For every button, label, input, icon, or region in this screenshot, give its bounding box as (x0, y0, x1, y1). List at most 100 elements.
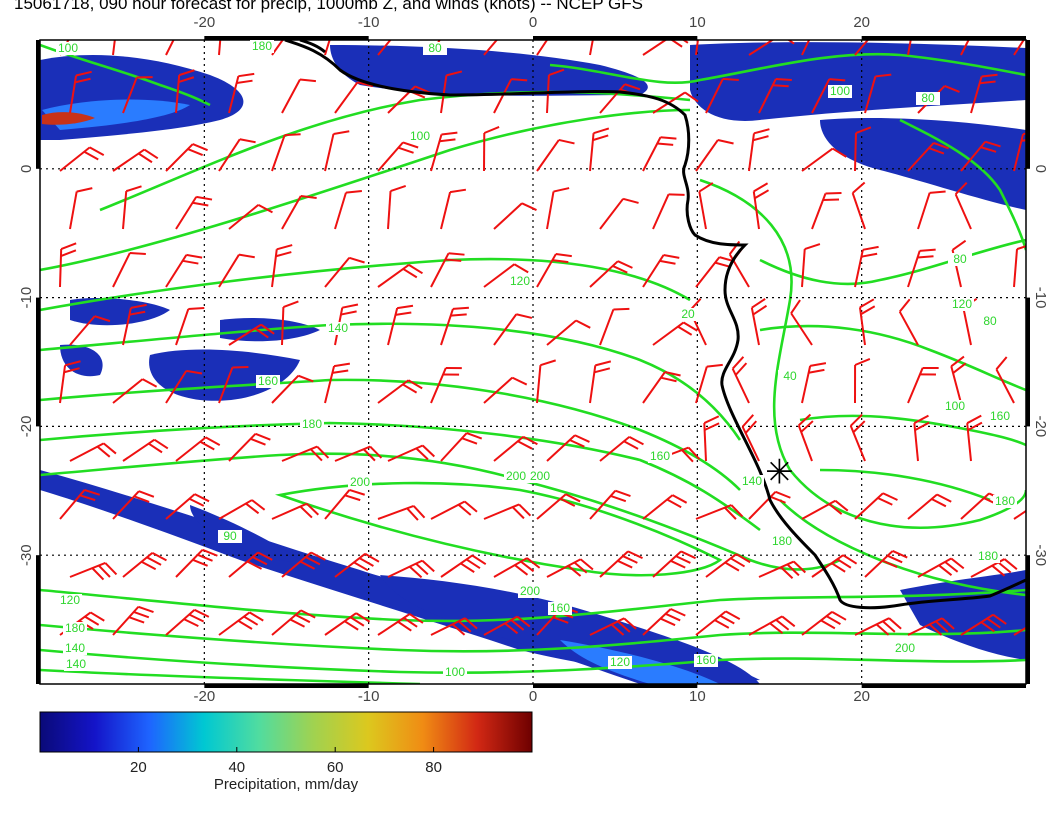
wind-barb (122, 185, 142, 230)
precip-band-south2 (380, 575, 760, 684)
wind-barb (430, 617, 478, 636)
contour-line (40, 43, 211, 107)
wind-barb (801, 499, 849, 520)
precip-patch-gulf (330, 45, 648, 96)
wind-barb (112, 378, 158, 404)
contour-line (799, 414, 1026, 447)
wind-barb (1013, 509, 1026, 520)
edge-bar-right (1026, 297, 1030, 427)
wind-barb (334, 81, 374, 114)
contour-label: 100 (58, 41, 78, 55)
contour-label: 100 (830, 84, 850, 98)
lon-tick-label-bottom: 0 (529, 688, 537, 705)
wind-barb (758, 77, 792, 114)
wind-barb (271, 609, 316, 636)
lat-tick-label-left: -10 (18, 287, 35, 309)
contour-label-bg (504, 470, 528, 483)
wind-barb (112, 605, 154, 636)
wind-barb (281, 194, 317, 230)
wind-barb (324, 130, 350, 172)
precipitation-field (40, 42, 1026, 684)
wind-barb (165, 369, 203, 404)
location-marker: ✳ (765, 452, 794, 492)
wind-barb (698, 182, 714, 230)
contour-label-bg (694, 654, 718, 667)
edge-bar-top (533, 36, 698, 40)
wind-barb (218, 611, 264, 636)
wind-barb (960, 140, 1001, 172)
contour-label-bg (63, 642, 87, 655)
lon-tick-label-bottom: 10 (689, 688, 706, 705)
contour-line (779, 499, 1026, 597)
wind-barb (748, 615, 796, 636)
wind-barb (430, 131, 458, 172)
wind-barb (851, 181, 866, 230)
wind-barb (483, 503, 532, 520)
contour-label-bg (648, 450, 672, 463)
wind-barb (69, 70, 92, 114)
contour-label-bg (326, 322, 350, 335)
wind-barb (589, 127, 610, 172)
contour-label: 160 (550, 601, 570, 615)
contour-label: 100 (945, 399, 965, 413)
wind-barb (387, 304, 414, 346)
wind-barb (281, 78, 317, 114)
contour-line (759, 238, 1026, 286)
contour-label-bg (988, 410, 1012, 423)
wind-barb (281, 300, 299, 346)
contour-label-bg (250, 40, 274, 53)
wind-barb (801, 40, 811, 56)
edge-bar-right (1026, 555, 1030, 684)
contour-label: 160 (696, 653, 716, 667)
contour-line (549, 52, 1026, 84)
wind-barb (790, 299, 813, 346)
wind-barb (271, 374, 314, 404)
coastline (284, 40, 1026, 610)
edge-bar-left (36, 40, 40, 169)
wind-barb (907, 493, 952, 520)
contour-line (40, 421, 761, 532)
contour-label-bg (58, 594, 82, 607)
wind-barb (536, 253, 572, 288)
contour-line (40, 668, 421, 684)
wind-barb (493, 78, 528, 114)
wind-barb (950, 355, 967, 404)
figure-title: 15061718, 090 hour forecast for precip, … (14, 0, 643, 13)
wind-barb (854, 357, 871, 404)
wind-barb (758, 560, 807, 579)
wind-barb (907, 248, 936, 288)
wind-barb (324, 256, 365, 288)
wind-barb (801, 362, 827, 404)
wind-barb (112, 40, 116, 56)
wind-barb (907, 40, 912, 56)
wind-barb (430, 367, 462, 404)
wind-barb (695, 363, 723, 404)
wind-barb (864, 73, 892, 114)
contour-label: 200 (520, 584, 540, 598)
wind-barb (1013, 626, 1026, 636)
wind-barb (546, 319, 591, 346)
contour-label-bg (548, 602, 572, 615)
wind-barb (112, 148, 159, 172)
wind-barb (546, 434, 590, 462)
edge-bar-left (36, 555, 40, 684)
lat-tick-label-left: -30 (18, 544, 35, 566)
contour-label: 20 (681, 307, 695, 321)
wind-barb (69, 315, 111, 346)
contour-label: 140 (65, 641, 85, 655)
contour-label-bg (978, 315, 1002, 328)
wind-barb (324, 362, 351, 404)
contour-label-bg (916, 92, 940, 105)
wind-barb (334, 445, 383, 462)
map-edge-bars (36, 36, 1030, 688)
wind-barb (59, 242, 77, 288)
wind-barb (995, 356, 1015, 404)
colorbar-tick-label: 20 (130, 759, 147, 776)
wind-barb (271, 502, 320, 520)
contour-label-bg (976, 550, 1000, 563)
precip-patch-ne (690, 42, 1026, 121)
wind-barb (705, 77, 739, 114)
wind-barb (281, 445, 330, 462)
wind-barb (122, 438, 169, 462)
wind-barb (175, 69, 195, 114)
